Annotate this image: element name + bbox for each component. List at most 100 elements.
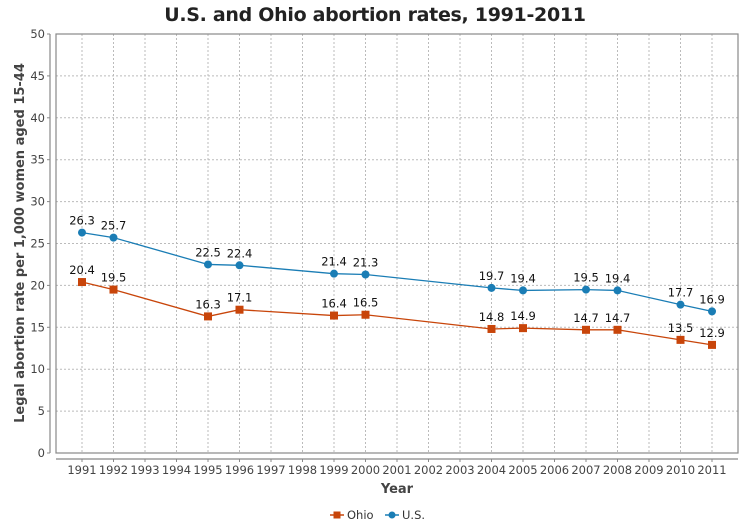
data-point [235, 261, 244, 270]
data-label: 19.5 [573, 271, 599, 285]
data-label: 16.4 [321, 297, 347, 311]
legend-label: U.S. [402, 508, 425, 522]
x-tick-label: 2006 [540, 463, 569, 477]
x-tick-label: 2011 [697, 463, 726, 477]
legend-marker-circle [388, 511, 396, 519]
data-point [613, 286, 622, 295]
x-tick-label: 1995 [193, 463, 222, 477]
x-tick-label: 2004 [477, 463, 506, 477]
data-point [361, 310, 370, 319]
series-line [81, 281, 713, 346]
series-layer: 20.4 19.5 16.3 17.1 16.4 16.5 14.8 14.9 14.7 14.7… [69, 214, 725, 349]
legend-item: Ohio [330, 508, 374, 522]
y-tick-label: 35 [30, 153, 45, 167]
data-label: 22.4 [227, 246, 253, 260]
x-tick-label: 2002 [414, 463, 443, 477]
data-label: 19.4 [605, 271, 631, 285]
data-point [487, 283, 496, 292]
legend-item: U.S. [385, 508, 425, 522]
data-label: 26.3 [69, 214, 95, 228]
y-tick-label: 15 [30, 320, 45, 334]
data-point [204, 312, 212, 321]
y-tick-label: 5 [38, 404, 45, 418]
data-point [204, 260, 212, 269]
data-point [708, 307, 716, 316]
plot-area-border [55, 33, 739, 454]
data-label: 16.9 [699, 292, 725, 306]
data-label: 14.7 [605, 311, 631, 325]
x-tick-label: 2008 [603, 463, 632, 477]
data-label: 19.5 [101, 271, 127, 285]
x-tick-label: 1992 [99, 463, 128, 477]
gridlines [56, 34, 738, 453]
axes [49, 33, 739, 460]
data-point [78, 228, 86, 237]
x-tick-label: 2005 [508, 463, 537, 477]
y-tick-label: 20 [30, 278, 45, 292]
x-tick-label: 1991 [67, 463, 96, 477]
series-us: 26.3 25.7 22.5 22.4 21.4 21.3 19.7 19.4 19.5 19.4… [69, 214, 725, 316]
x-tick-label: 2001 [382, 463, 411, 477]
data-label: 20.4 [69, 263, 95, 277]
y-tick-label: 40 [30, 111, 45, 125]
data-label: 19.4 [510, 271, 536, 285]
legend-marker-square [333, 511, 341, 519]
data-label: 19.7 [479, 269, 505, 283]
data-label: 22.5 [195, 245, 221, 259]
x-tick-label: 2003 [445, 463, 474, 477]
data-point [519, 286, 527, 295]
data-label: 25.7 [101, 219, 127, 233]
data-point [487, 324, 496, 333]
data-point [708, 340, 716, 349]
data-point [582, 325, 590, 334]
chart-title: U.S. and Ohio abortion rates, 1991-2011 [164, 4, 586, 26]
data-label: 17.1 [227, 291, 253, 305]
data-point [235, 305, 244, 314]
data-label: 14.9 [510, 309, 536, 323]
data-label: 21.3 [353, 256, 379, 270]
y-tick-label: 0 [38, 446, 45, 460]
y-tick-label: 45 [30, 69, 45, 83]
x-tick-label: 1993 [130, 463, 159, 477]
y-axis-title: Legal abortion rate per 1,000 women aged… [13, 63, 28, 423]
y-tick-label: 50 [30, 27, 45, 41]
data-label: 21.4 [321, 255, 347, 269]
data-label: 17.7 [668, 286, 694, 300]
y-tick-label: 25 [30, 237, 45, 251]
data-point [109, 285, 118, 294]
data-point [330, 311, 338, 320]
y-tick-label: 30 [30, 195, 45, 209]
data-label: 16.3 [195, 297, 221, 311]
x-tick-label: 1994 [162, 463, 191, 477]
series-ohio: 20.4 19.5 16.3 17.1 16.4 16.5 14.8 14.9 14.7 14.7… [69, 263, 725, 349]
legend-label: Ohio [347, 508, 374, 522]
data-label: 12.9 [699, 326, 725, 340]
data-point [361, 270, 370, 279]
data-point [676, 300, 685, 309]
y-axis-ticks: 0 5 10 15 20 25 30 35 40 45 50 [30, 27, 50, 460]
data-label: 16.5 [353, 296, 379, 310]
series-line [81, 231, 713, 313]
x-tick-label: 2010 [666, 463, 695, 477]
data-label: 14.7 [573, 311, 599, 325]
data-label: 14.8 [479, 310, 505, 324]
data-point [676, 335, 685, 344]
legend: Ohio U.S. [330, 508, 425, 522]
x-tick-label: 1998 [288, 463, 317, 477]
x-axis-title: Year [380, 482, 414, 497]
data-point [519, 324, 527, 333]
data-label: 13.5 [668, 321, 694, 335]
x-tick-label: 1996 [225, 463, 254, 477]
x-tick-label: 2009 [634, 463, 663, 477]
data-point [109, 233, 118, 242]
x-tick-label: 1997 [256, 463, 285, 477]
x-tick-label: 2007 [571, 463, 600, 477]
x-tick-label: 1999 [319, 463, 348, 477]
y-tick-label: 10 [30, 362, 45, 376]
data-point [330, 269, 338, 278]
data-point [582, 285, 590, 294]
data-point [613, 325, 622, 334]
x-axis-ticks: 1991 1992 1993 1994 1995 1996 1997 1998 1999 2000… [67, 459, 727, 477]
data-point [78, 278, 86, 287]
